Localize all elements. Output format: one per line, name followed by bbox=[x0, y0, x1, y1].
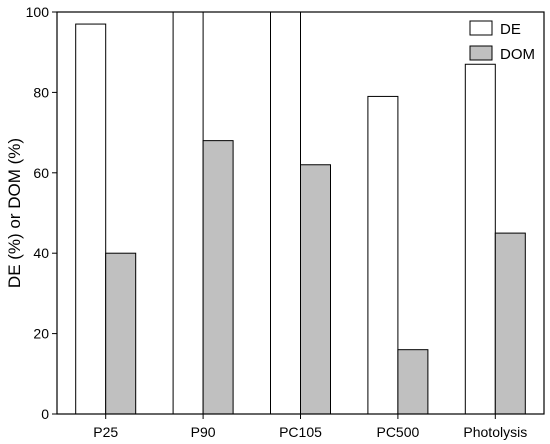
x-tick-label: P90 bbox=[191, 424, 216, 440]
y-tick-label: 0 bbox=[41, 406, 49, 422]
bar-dom-pc500 bbox=[397, 349, 429, 415]
x-tick-label: Photolysis bbox=[463, 424, 527, 440]
x-axis: P25 P90 PC105 PC500 Photolysis bbox=[93, 414, 527, 440]
legend-swatch-dom bbox=[469, 45, 493, 61]
legend-swatch-de bbox=[469, 20, 493, 36]
bar-dom-p90 bbox=[202, 140, 234, 415]
bar-dom-p25 bbox=[105, 252, 137, 415]
plot-frame bbox=[56, 11, 545, 415]
x-tick-label: PC105 bbox=[279, 424, 322, 440]
y-tick-label: 60 bbox=[33, 165, 49, 181]
x-tick-label: P25 bbox=[93, 424, 118, 440]
bar-de-pc500 bbox=[367, 95, 399, 415]
x-tick-label: PC500 bbox=[376, 424, 419, 440]
y-tick-label: 100 bbox=[26, 4, 50, 20]
bar-de-p90 bbox=[172, 11, 204, 415]
bar-dom-pc105 bbox=[300, 164, 331, 415]
legend-label-de: DE bbox=[500, 21, 521, 38]
y-tick-label: 20 bbox=[33, 326, 49, 342]
bar-de-pc105 bbox=[270, 11, 301, 415]
bar-de-p25 bbox=[75, 23, 107, 415]
bar-de-photolysis bbox=[464, 63, 496, 415]
bars-layer bbox=[75, 11, 526, 415]
y-tick-label: 80 bbox=[33, 84, 49, 100]
legend: DE DOM bbox=[469, 20, 535, 63]
bar-dom-photolysis bbox=[494, 232, 526, 415]
y-tick-label: 40 bbox=[33, 245, 49, 261]
y-axis: 0 20 40 60 80 100 bbox=[26, 4, 57, 422]
y-axis-title: DE (%) or DOM (%) bbox=[5, 138, 24, 288]
legend-label-dom: DOM bbox=[500, 46, 535, 63]
